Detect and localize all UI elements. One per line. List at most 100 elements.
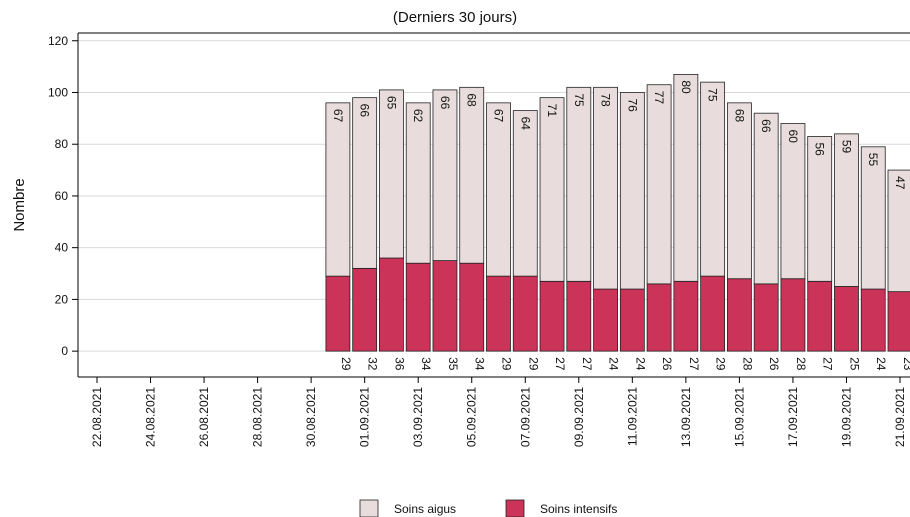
x-tick-label: 28.08.2021 <box>251 387 265 447</box>
data-label: 34 <box>473 357 487 371</box>
x-tick-label: 01.09.2021 <box>358 387 372 447</box>
data-label: 28 <box>794 357 808 371</box>
data-label: 78 <box>599 93 613 107</box>
bar-segment <box>727 278 752 352</box>
data-label: 67 <box>331 109 345 123</box>
bar-segment <box>646 283 672 352</box>
bar-segment <box>807 280 833 352</box>
bar-segment <box>673 73 699 282</box>
data-label: 59 <box>839 140 853 154</box>
data-label: 56 <box>813 142 827 156</box>
data-label: 27 <box>687 357 701 371</box>
x-tick-label: 22.08.2021 <box>90 387 104 447</box>
bar-segment <box>539 280 565 352</box>
bar-segment <box>325 102 351 277</box>
y-tick-label: 0 <box>61 344 68 358</box>
legend-swatch <box>359 499 379 517</box>
data-label: 64 <box>518 117 532 131</box>
bar-segment <box>593 288 618 352</box>
data-label: 77 <box>652 91 666 105</box>
y-tick-label: 80 <box>55 137 69 151</box>
bar-segment <box>459 86 485 264</box>
bar-segment <box>325 275 351 352</box>
data-label: 66 <box>759 119 773 133</box>
bar-segment <box>486 102 511 277</box>
bar-segment <box>352 97 378 269</box>
bar-segment <box>379 89 404 259</box>
x-tick-label: 26.08.2021 <box>197 387 211 447</box>
bar-segment <box>352 267 378 352</box>
y-tick-label: 100 <box>48 85 68 99</box>
data-label: 35 <box>446 357 460 371</box>
data-label: 29 <box>526 357 540 371</box>
bar-segment <box>566 280 592 352</box>
y-tick-label: 120 <box>48 34 68 48</box>
bar-segment <box>486 275 511 352</box>
data-label: 34 <box>419 357 433 371</box>
y-axis-label: Nombre <box>11 178 28 231</box>
data-label: 23 <box>901 357 910 371</box>
bar-segment <box>700 81 726 277</box>
bar-segment <box>619 288 645 352</box>
bar-segment <box>432 260 458 352</box>
data-label: 24 <box>874 357 888 371</box>
bar-segment <box>673 280 699 352</box>
x-tick-label: 17.09.2021 <box>786 387 800 447</box>
data-label: 27 <box>553 357 567 371</box>
bar-segment <box>753 283 779 352</box>
bar-segment <box>512 110 538 277</box>
bar-segment <box>700 275 726 352</box>
data-label: 62 <box>411 109 425 123</box>
data-label: 80 <box>679 80 693 94</box>
x-tick-label: 30.08.2021 <box>304 387 318 447</box>
data-label: 32 <box>366 357 380 371</box>
data-label: 26 <box>767 357 781 371</box>
bar-segment <box>459 262 485 352</box>
bar-segment <box>646 84 672 285</box>
data-label: 36 <box>392 357 406 371</box>
data-label: 66 <box>358 104 372 118</box>
legend-label: Soins intensifs <box>540 502 617 516</box>
x-tick-label: 07.09.2021 <box>518 387 532 447</box>
x-tick-label: 05.09.2021 <box>465 387 479 447</box>
data-label: 60 <box>786 130 800 144</box>
data-label: 47 <box>893 176 907 190</box>
data-label: 71 <box>545 104 559 118</box>
bar-segment <box>539 97 565 282</box>
data-label: 68 <box>465 93 479 107</box>
bar-segment <box>379 257 404 352</box>
data-label: 29 <box>714 357 728 371</box>
data-label: 29 <box>500 357 514 371</box>
bar-segment <box>860 288 886 352</box>
data-label: 76 <box>625 98 639 112</box>
data-label: 28 <box>740 357 754 371</box>
bar-segment <box>834 133 859 287</box>
legend-swatch <box>505 499 525 517</box>
bar-segment <box>780 123 806 280</box>
bar-segment <box>780 278 806 352</box>
bar-segment <box>512 275 538 352</box>
bar-segment <box>753 112 779 285</box>
bar-segment <box>566 86 592 282</box>
data-label: 26 <box>660 357 674 371</box>
data-label: 67 <box>492 109 506 123</box>
bar-segment <box>405 262 431 352</box>
data-label: 29 <box>339 357 353 371</box>
data-label: 27 <box>580 357 594 371</box>
x-tick-label: 09.09.2021 <box>572 387 586 447</box>
data-label: 65 <box>384 96 398 110</box>
chart-subtitle: (Derniers 30 jours) <box>393 9 517 26</box>
bar-segment <box>593 86 618 290</box>
x-tick-label: 24.08.2021 <box>144 387 158 447</box>
bar-segment <box>619 92 645 290</box>
data-label: 68 <box>732 109 746 123</box>
data-label: 24 <box>607 357 621 371</box>
data-label: 66 <box>438 96 452 110</box>
y-tick-label: 20 <box>55 292 69 306</box>
x-tick-label: 15.09.2021 <box>732 387 746 447</box>
data-label: 75 <box>706 88 720 102</box>
bar-segment <box>405 102 431 264</box>
bar-segment <box>807 136 833 282</box>
data-label: 24 <box>633 357 647 371</box>
